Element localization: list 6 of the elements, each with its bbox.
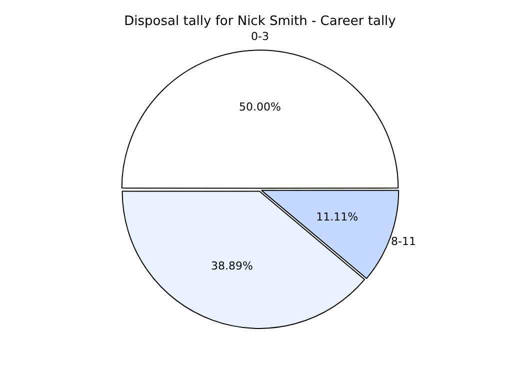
slice-label: 8-11 (391, 234, 416, 248)
chart-title: Disposal tally for Nick Smith - Career tally (124, 14, 396, 30)
data-label: 11.11% (316, 210, 358, 224)
data-label: 50.00% (239, 100, 281, 114)
slice-label: 0-3 (251, 30, 269, 43)
data-label: 38.89% (210, 260, 253, 273)
